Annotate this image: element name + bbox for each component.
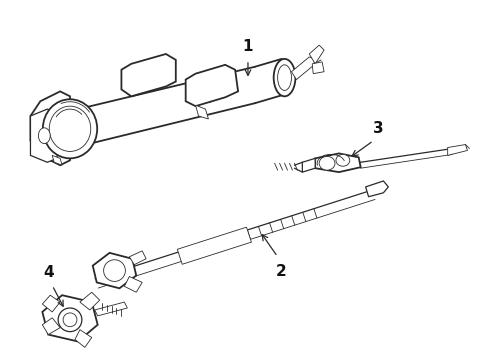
Polygon shape <box>80 292 99 310</box>
Polygon shape <box>42 318 60 334</box>
Ellipse shape <box>38 128 50 144</box>
Polygon shape <box>448 145 467 156</box>
Polygon shape <box>366 181 389 197</box>
Polygon shape <box>122 54 176 96</box>
Polygon shape <box>177 227 251 264</box>
Polygon shape <box>315 153 361 172</box>
Text: 4: 4 <box>43 265 53 280</box>
Polygon shape <box>42 295 60 312</box>
Polygon shape <box>196 105 208 119</box>
Text: 1: 1 <box>243 39 253 54</box>
Polygon shape <box>186 65 238 106</box>
Polygon shape <box>52 156 62 165</box>
Ellipse shape <box>103 260 125 282</box>
Polygon shape <box>129 251 146 265</box>
Polygon shape <box>30 91 70 165</box>
Polygon shape <box>124 276 142 292</box>
Polygon shape <box>75 330 92 347</box>
Ellipse shape <box>274 59 295 96</box>
Polygon shape <box>292 57 314 80</box>
Polygon shape <box>95 302 127 316</box>
Polygon shape <box>302 158 315 172</box>
Ellipse shape <box>49 106 91 152</box>
Text: 3: 3 <box>373 121 384 136</box>
Polygon shape <box>42 295 98 342</box>
Polygon shape <box>309 45 324 64</box>
Text: 2: 2 <box>276 264 287 279</box>
Ellipse shape <box>336 154 350 166</box>
Polygon shape <box>30 109 57 162</box>
Ellipse shape <box>58 308 82 332</box>
Ellipse shape <box>319 156 335 170</box>
Ellipse shape <box>278 65 292 90</box>
Polygon shape <box>93 253 136 288</box>
Polygon shape <box>312 62 324 74</box>
Ellipse shape <box>63 313 77 327</box>
Ellipse shape <box>43 99 97 158</box>
